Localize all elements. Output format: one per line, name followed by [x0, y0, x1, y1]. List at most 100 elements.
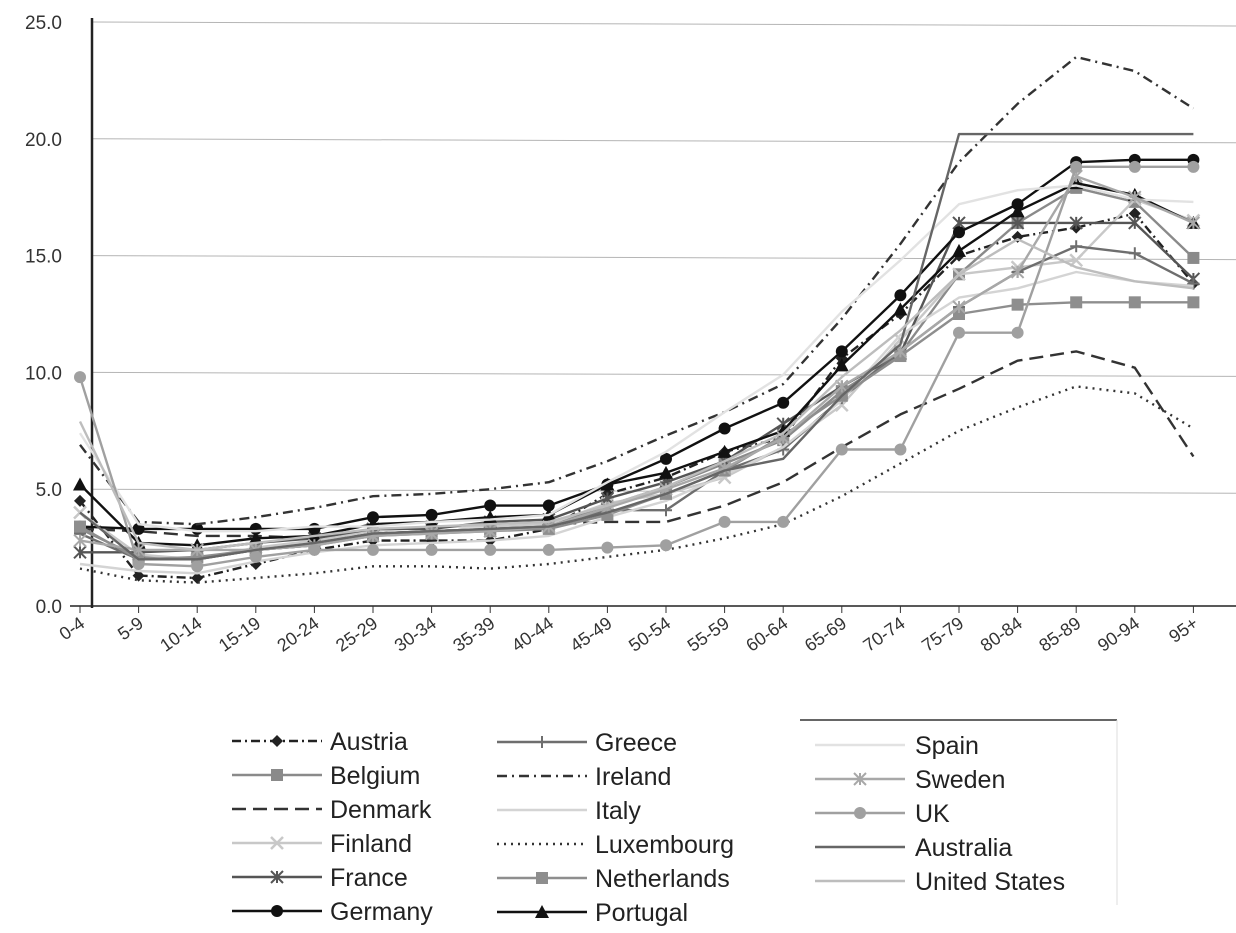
- legend-swatch-marker: [536, 872, 548, 884]
- x-tick-label: 25-29: [332, 613, 381, 656]
- gridline: [91, 255, 1236, 261]
- data-point-greece: [1070, 240, 1083, 253]
- grid: [91, 21, 1236, 494]
- y-tick-label: 5.0: [36, 480, 62, 501]
- legend-item-uk: UK: [815, 800, 950, 828]
- data-point-germany: [367, 511, 379, 524]
- legend-item-italy: Italy: [497, 797, 641, 825]
- x-tick-label: 65-69: [801, 613, 850, 656]
- x-tick-label: 95+: [1165, 613, 1201, 647]
- data-point-uk: [249, 550, 262, 563]
- data-point-portugal: [717, 444, 732, 458]
- legend-label: UK: [915, 800, 950, 828]
- series-line-germany: [79, 158, 1194, 531]
- legend-item-spain: Spain: [815, 732, 979, 760]
- legend: Austria Belgium Denmark Finland France German…: [232, 719, 1118, 927]
- series-line-italy: [79, 270, 1194, 575]
- legend-label: Sweden: [915, 766, 1005, 794]
- series-sweden: [73, 169, 1201, 557]
- legend-swatch-marker: [853, 772, 867, 786]
- legend-item-denmark: Denmark: [232, 796, 432, 824]
- data-point-france: [73, 545, 87, 559]
- x-tick-label: 5-9: [114, 613, 147, 644]
- gridline: [91, 371, 1236, 377]
- data-point-uk: [953, 326, 965, 339]
- data-point-uk: [894, 443, 907, 456]
- legend-item-united-states: United States: [815, 868, 1065, 896]
- legend-item-portugal: Portugal: [497, 899, 688, 927]
- legend-item-luxembourg: Luxembourg: [497, 831, 734, 859]
- legend-label: United States: [915, 868, 1065, 896]
- y-tick-label: 15.0: [25, 247, 62, 268]
- x-tick-label: 35-39: [449, 613, 498, 656]
- legend-label: Australia: [915, 834, 1012, 862]
- legend-label: Germany: [330, 898, 433, 926]
- series-ireland: [79, 55, 1195, 526]
- legend-item-netherlands: Netherlands: [497, 865, 730, 893]
- data-point-germany: [953, 226, 965, 239]
- data-point-austria: [191, 571, 204, 584]
- legend-item-france: France: [232, 864, 408, 892]
- data-point-austria: [74, 494, 86, 507]
- legend-label: Spain: [915, 732, 979, 760]
- series-denmark: [79, 350, 1195, 540]
- series-line-australia: [79, 132, 1194, 561]
- legend-swatch-marker: [271, 735, 283, 747]
- data-point-portugal: [952, 243, 966, 257]
- data-point-sweden: [952, 300, 966, 314]
- data-point-belgium: [1187, 251, 1200, 264]
- data-point-netherlands: [1187, 296, 1200, 309]
- data-point-greece: [1128, 247, 1141, 260]
- x-tick-label: 60-64: [742, 613, 791, 656]
- data-point-sweden: [424, 526, 439, 541]
- x-tick-label: 75-79: [918, 613, 967, 656]
- x-tick-label: 70-74: [860, 613, 909, 656]
- series-line-uk: [78, 165, 1194, 568]
- data-point-france: [1069, 216, 1083, 230]
- data-point-netherlands: [1128, 296, 1141, 309]
- series-line-denmark: [79, 350, 1195, 540]
- x-tick-label: 80-84: [977, 613, 1026, 656]
- data-point-portugal: [1010, 204, 1025, 218]
- series-italy: [79, 270, 1194, 575]
- data-point-uk: [601, 541, 614, 554]
- gridline: [91, 21, 1236, 27]
- y-tick-label: 10.0: [25, 363, 62, 384]
- data-point-france: [1128, 216, 1142, 230]
- legend-swatch-marker: [536, 736, 548, 748]
- series-belgium: [74, 181, 1200, 566]
- legend-item-greece: Greece: [497, 729, 677, 757]
- legend-label: Greece: [595, 729, 677, 757]
- data-point-sweden: [483, 524, 497, 538]
- data-point-uk: [835, 443, 848, 456]
- x-tick-label: 15-19: [215, 613, 264, 656]
- gridline: [91, 138, 1236, 144]
- data-point-uk: [1011, 326, 1024, 339]
- data-point-germany: [132, 522, 145, 535]
- series-france: [73, 216, 1201, 559]
- x-tick-label: 50-54: [625, 613, 674, 656]
- data-point-germany: [835, 345, 848, 358]
- axes: 0.05.010.015.020.025.00-4 5-9 10-14 15-19 20…: [25, 13, 1236, 656]
- x-tick-label: 40-44: [508, 613, 557, 656]
- series-line-greece: [79, 245, 1194, 561]
- data-point-germany: [894, 289, 907, 302]
- x-tick-label: 10-14: [156, 613, 205, 656]
- data-point-uk: [1187, 160, 1200, 173]
- data-point-france: [1010, 216, 1025, 230]
- data-point-uk: [542, 543, 555, 556]
- series-line-ireland: [79, 55, 1195, 526]
- data-point-uk: [132, 557, 145, 570]
- x-tick-label: 55-59: [684, 613, 733, 656]
- legend-label: Ireland: [595, 763, 671, 791]
- legend-item-austria: Austria: [232, 728, 408, 756]
- data-point-uk: [1128, 160, 1141, 173]
- y-tick-label: 0.0: [36, 597, 62, 618]
- data-point-germany: [718, 422, 731, 435]
- legend-label: Finland: [330, 830, 412, 858]
- data-point-sweden: [1010, 265, 1025, 279]
- legend-swatch-marker: [270, 870, 284, 884]
- data-point-netherlands: [1011, 298, 1024, 311]
- data-point-portugal: [73, 477, 87, 491]
